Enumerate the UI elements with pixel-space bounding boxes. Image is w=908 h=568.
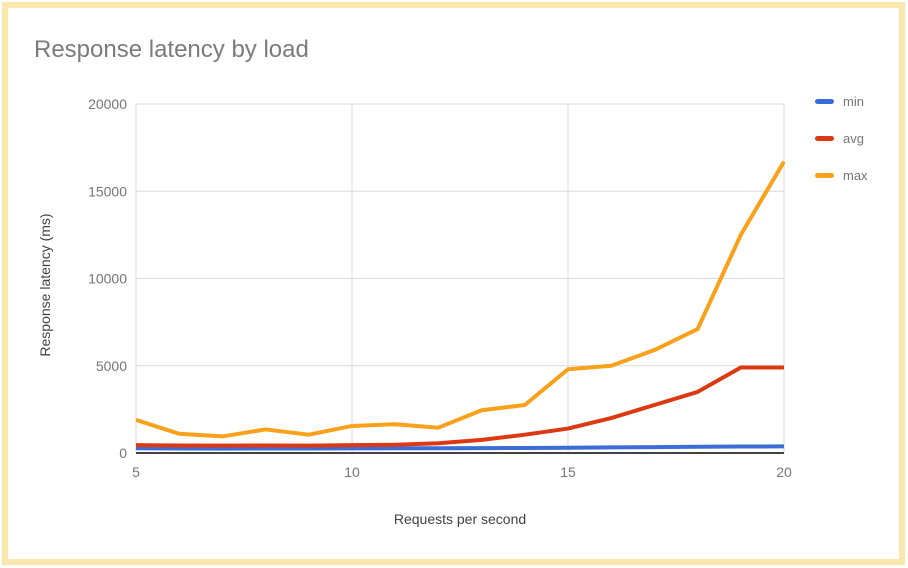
- x-tick-label-5: 5: [132, 464, 140, 480]
- legend-label-avg: avg: [843, 130, 864, 146]
- legend-swatch-avg-icon: [815, 135, 834, 141]
- legend-swatch-min-icon: [815, 98, 834, 104]
- legend-label-min: min: [843, 93, 864, 109]
- series-line-max: [135, 160, 786, 439]
- x-axis-title: Requests per second: [393, 511, 527, 527]
- series-line-avg: [135, 365, 784, 448]
- legend-item-avg: avg: [815, 130, 868, 146]
- series-line-min: [135, 444, 785, 451]
- legend-swatch-max-icon: [815, 172, 834, 178]
- chart-title: Response latency by load: [34, 36, 309, 63]
- y-tick-label-15000: 15000: [88, 183, 127, 199]
- legend-item-max: max: [815, 167, 868, 183]
- legend-item-min: min: [815, 93, 868, 109]
- x-tick-label-15: 15: [560, 464, 576, 480]
- x-tick-label-20: 20: [776, 464, 792, 480]
- y-tick-label-10000: 10000: [88, 271, 127, 287]
- y-tick-label-5000: 5000: [96, 358, 127, 374]
- y-tick-label-0: 0: [119, 445, 127, 461]
- y-tick-label-20000: 20000: [88, 96, 127, 112]
- legend-label-max: max: [843, 167, 868, 183]
- y-axis-title: Response latency (ms): [37, 213, 53, 357]
- legend: min avg max: [815, 93, 868, 204]
- x-tick-label-10: 10: [344, 464, 360, 480]
